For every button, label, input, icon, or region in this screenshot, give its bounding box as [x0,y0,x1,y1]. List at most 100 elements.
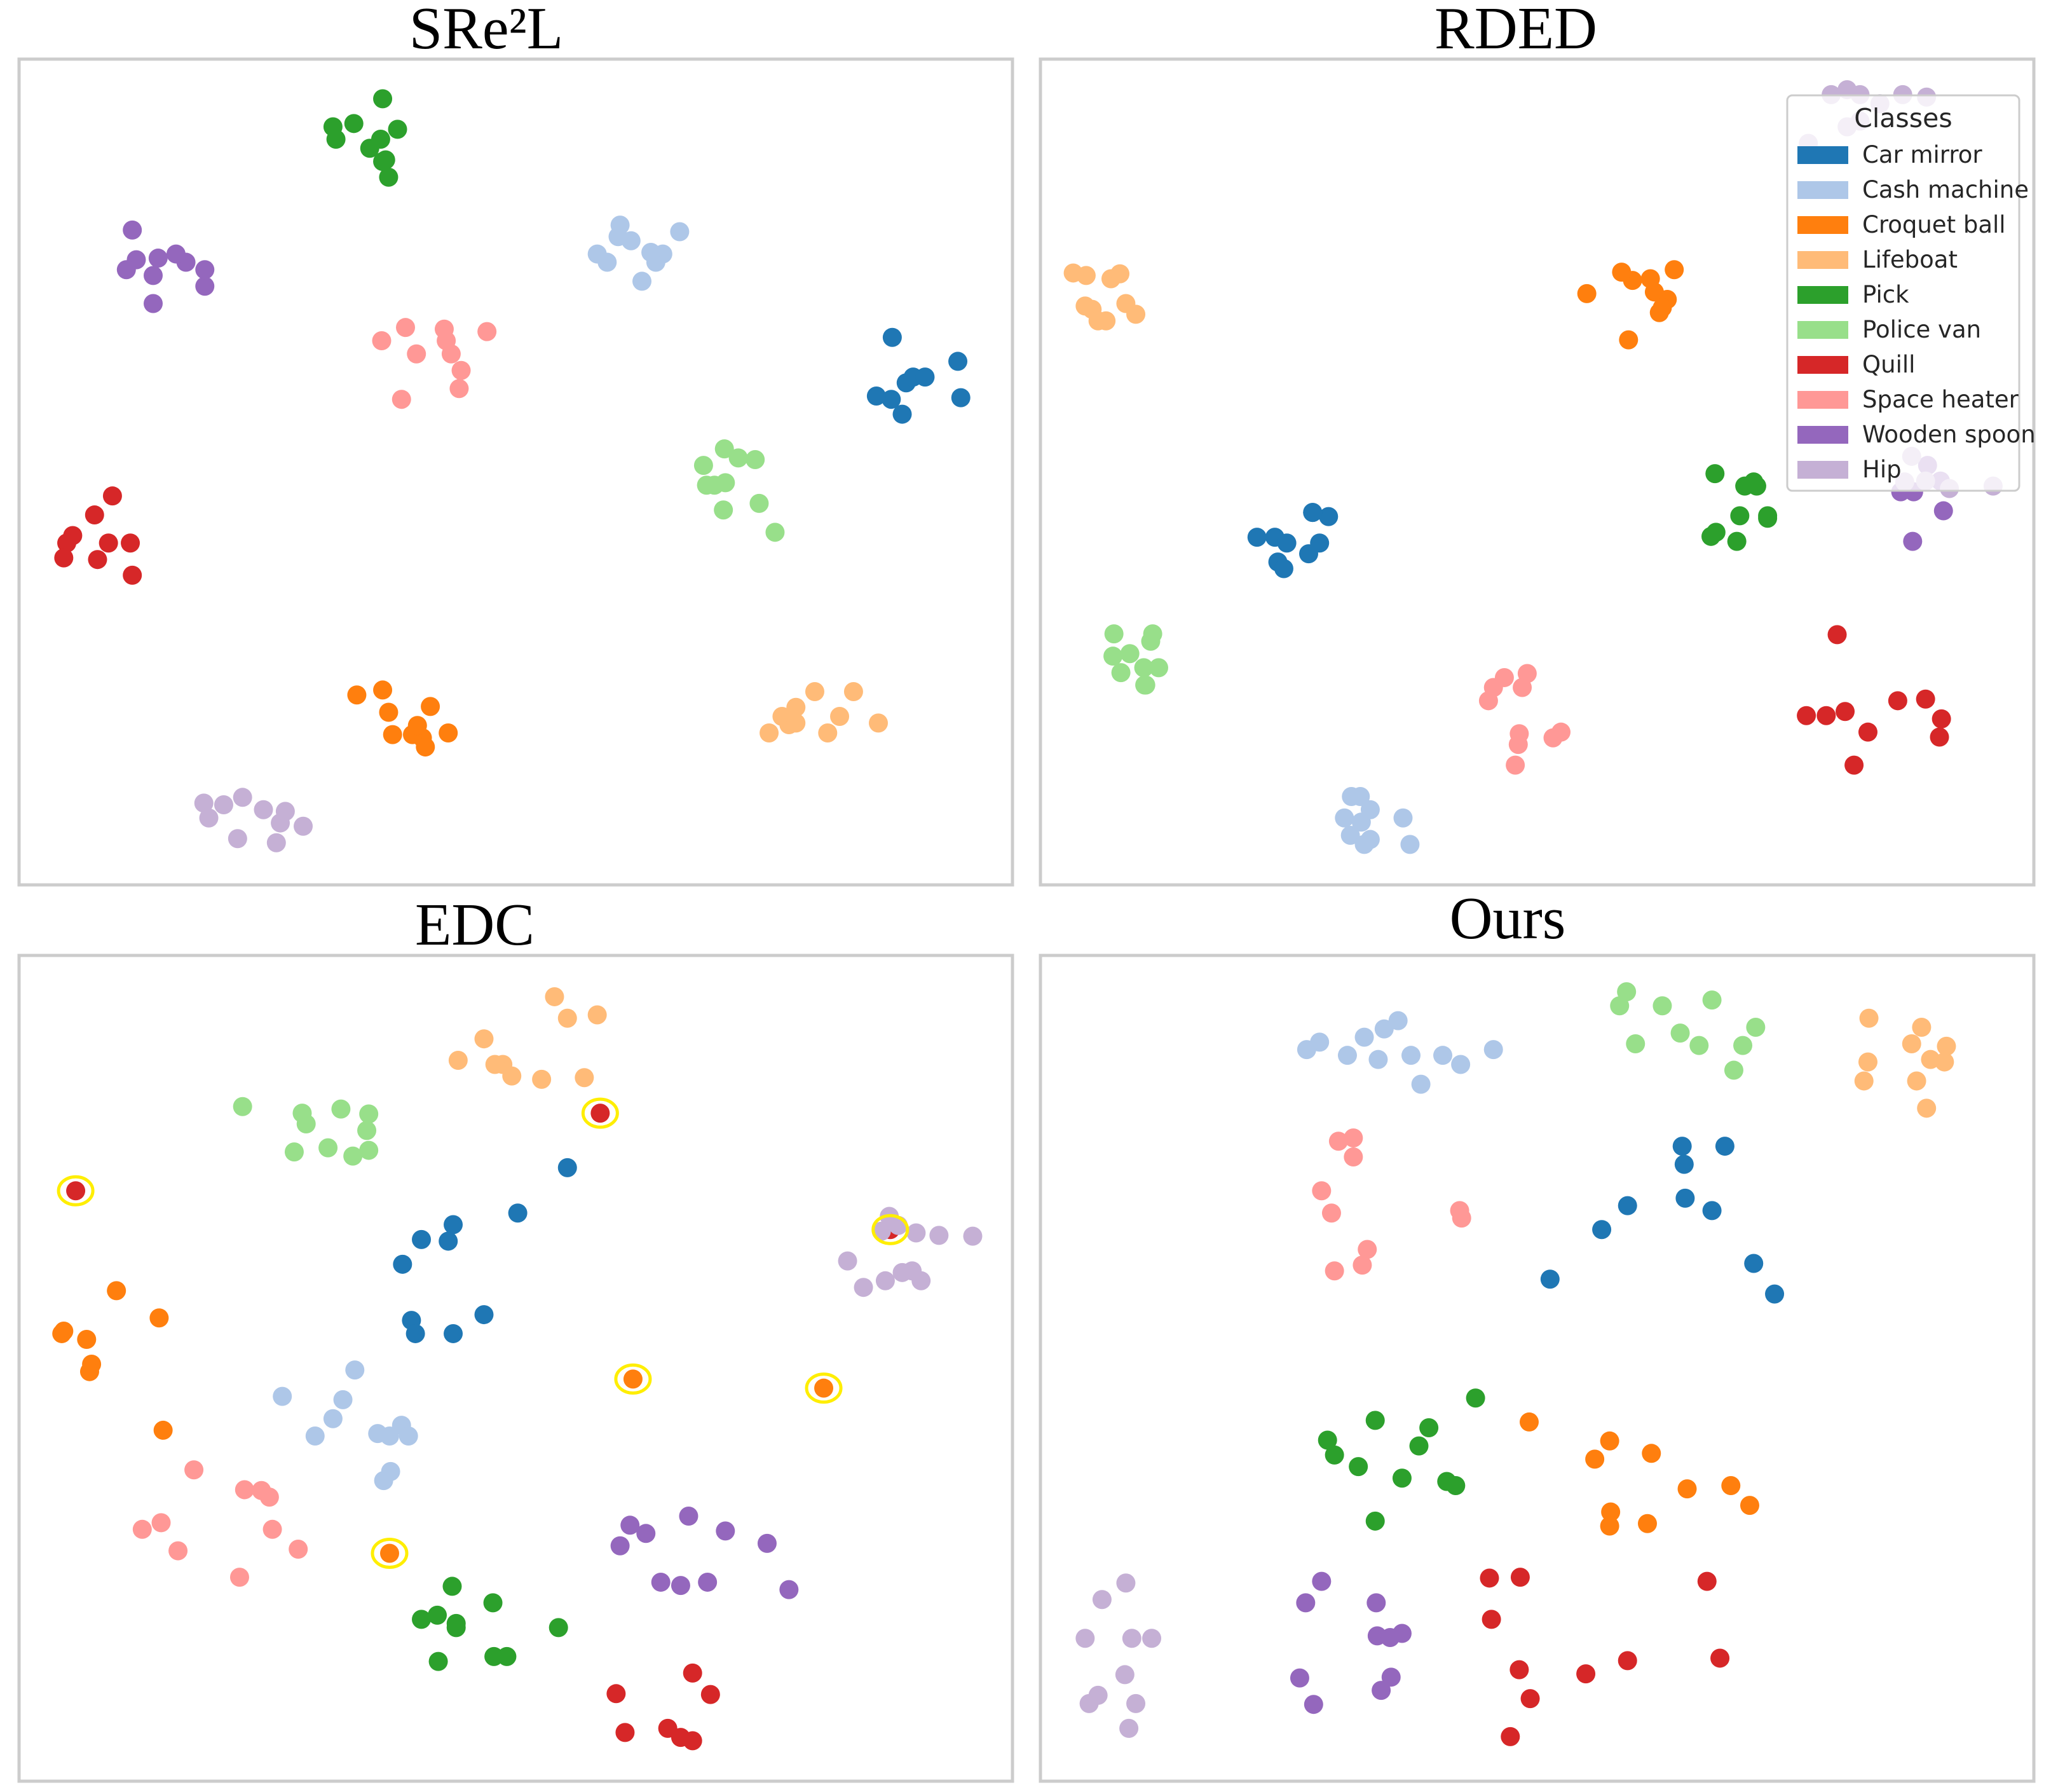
point-quill [1710,1648,1730,1668]
point-cash-machine [379,1426,399,1446]
point-wooden-spoon [636,1524,656,1543]
point-space-heater [1344,1147,1363,1166]
point-hip [1075,1629,1095,1648]
point-police-van [693,456,713,475]
point-hip [1119,1718,1139,1738]
point-space-heater [1506,755,1525,775]
point-police-van [359,1140,379,1160]
point-croquet-ball [407,716,427,735]
point-wooden-spoon [1366,1593,1386,1613]
legend-label-police-van: Police van [1862,316,1981,343]
point-space-heater [407,344,426,364]
point-car-mirror [1319,507,1339,526]
point-space-heater [1508,735,1528,755]
point-quill [1930,727,1949,747]
panel-title: EDC [415,892,535,958]
point-quill [123,565,142,585]
point-pick [1705,464,1725,484]
point-wooden-spoon [620,1515,640,1535]
point-cash-machine [1368,1050,1388,1069]
point-croquet-ball [1677,1479,1697,1499]
point-croquet-ball [1519,1412,1539,1432]
point-lifeboat [868,713,888,733]
point-croquet-ball [52,1323,72,1343]
point-quill [1501,1727,1520,1746]
outlier-highlight-ring [371,1537,409,1569]
point-croquet-ball [1585,1449,1605,1469]
point-car-mirror [1674,1154,1694,1174]
point-space-heater [1478,691,1498,711]
point-croquet-ball [416,737,435,757]
point-wooden-spoon [679,1507,698,1526]
point-space-heater [392,390,411,409]
point-quill [1509,1660,1529,1679]
point-quill [683,1731,702,1751]
point-space-heater [1344,1128,1363,1148]
point-quill [1697,1571,1717,1591]
point-hip [266,833,286,852]
point-hip [233,788,252,807]
point-police-van [1111,663,1131,683]
point-car-mirror [439,1231,458,1251]
point-police-van [1670,1023,1690,1043]
legend-label-space-heater: Space heater [1862,386,2019,413]
outlier-highlight-ring [805,1372,843,1404]
point-hip [929,1226,949,1245]
point-car-mirror [1592,1220,1612,1240]
point-cash-machine [1393,808,1413,828]
legend-items: Car mirror Cash machine Croquet ball Lifebo… [1797,141,2036,483]
point-croquet-ball [1600,1516,1619,1536]
point-police-van [1746,1018,1766,1037]
point-wooden-spoon [1304,1695,1323,1714]
point-car-mirror [405,1323,425,1343]
point-space-heater [289,1539,308,1559]
point-croquet-ball [1600,1431,1619,1451]
point-car-mirror [1675,1188,1695,1208]
point-pick [412,1610,432,1629]
point-wooden-spoon [610,1536,630,1556]
point-cash-machine [333,1390,353,1409]
point-hip [228,829,247,849]
point-quill [1816,706,1836,725]
point-lifeboat [1858,1052,1877,1072]
point-car-mirror [1744,1254,1764,1273]
point-pick [1325,1445,1344,1465]
point-pick [428,1605,447,1625]
legend-label-croquet-ball: Croquet ball [1862,211,2006,238]
plot-area-frame [17,954,1014,1783]
point-police-van [1120,644,1140,664]
panel-title: Ours [1450,886,1566,952]
legend-label-pick: Pick [1862,281,1909,308]
point-space-heater [372,331,392,350]
point-wooden-spoon [1290,1668,1309,1688]
point-hip [194,793,214,813]
point-car-mirror [1618,1196,1637,1215]
point-police-van [705,475,725,495]
panel-edc: EDC [17,892,1014,1783]
point-cash-machine [1297,1040,1316,1060]
point-quill [1932,709,1951,728]
point-car-mirror [892,404,912,424]
panel-sre2l: SRe²L [17,0,1014,887]
point-lifeboat [502,1066,522,1086]
point-lifeboat [1075,296,1095,316]
point-croquet-ball [1640,269,1660,289]
point-pick [1701,526,1721,546]
point-hip [1116,1573,1136,1593]
point-hip [1092,1590,1112,1610]
point-lifeboat [485,1055,505,1074]
point-croquet-ball [1601,1502,1621,1522]
point-space-heater [396,318,416,338]
point-pick [1392,1468,1412,1488]
point-lifeboat [545,987,564,1006]
point-quill [121,533,140,553]
point-lifeboat [1917,1098,1937,1118]
point-police-van [714,500,733,520]
point-pick [1446,1475,1466,1495]
point-pick [1747,476,1766,496]
point-hip [1126,1693,1146,1713]
point-cash-machine [1451,1055,1471,1074]
point-quill [102,486,122,506]
point-pick [1365,1411,1385,1430]
point-cash-machine [1354,1027,1374,1047]
